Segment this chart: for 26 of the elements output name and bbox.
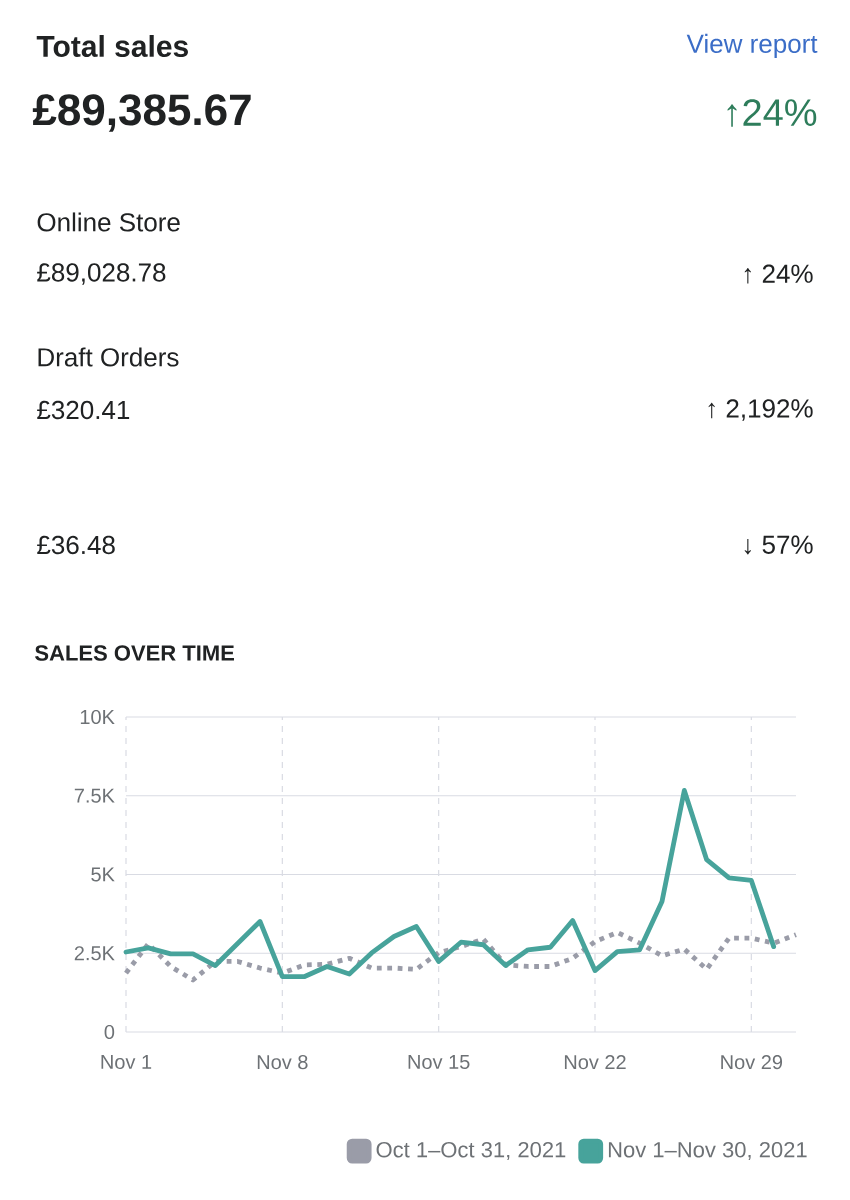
y-tick-label: 5K bbox=[91, 867, 115, 882]
legend-label: Oct 1–Oct 31, 2021 bbox=[376, 1141, 566, 1161]
chart-title: SALES OVER TIME bbox=[35, 645, 234, 661]
x-tick-label: Nov 8 bbox=[257, 1055, 308, 1070]
y-tick-label: 10K bbox=[80, 709, 115, 725]
x-tick-label: Nov 22 bbox=[564, 1055, 626, 1070]
text: ↑24% bbox=[727, 99, 817, 127]
text: ↑ 24% bbox=[744, 264, 813, 284]
text: £89,028.78 bbox=[37, 263, 166, 285]
text: ↑ 2,192% bbox=[708, 399, 813, 421]
line-series bbox=[123, 930, 799, 983]
text: £320.41 bbox=[37, 400, 130, 420]
y-tick-label: 7.5K bbox=[74, 788, 115, 803]
text: £89,385.67 bbox=[32, 94, 251, 132]
text: View report bbox=[686, 33, 818, 59]
x-tick-label: Nov 1 bbox=[101, 1055, 152, 1070]
y-tick-label: 2.5K bbox=[74, 946, 115, 961]
text: £36.48 bbox=[37, 535, 115, 555]
x-tick-label: Nov 29 bbox=[721, 1055, 783, 1070]
text: Total sales bbox=[36, 34, 188, 57]
text: Draft Orders bbox=[38, 347, 179, 367]
text: ↓ 57% bbox=[744, 535, 813, 555]
text: Online Store bbox=[37, 212, 180, 232]
legend-label: Nov 1–Nov 30, 2021 bbox=[608, 1141, 807, 1161]
x-tick-label: Nov 15 bbox=[408, 1055, 470, 1070]
y-tick-label: 0 bbox=[104, 1024, 115, 1040]
